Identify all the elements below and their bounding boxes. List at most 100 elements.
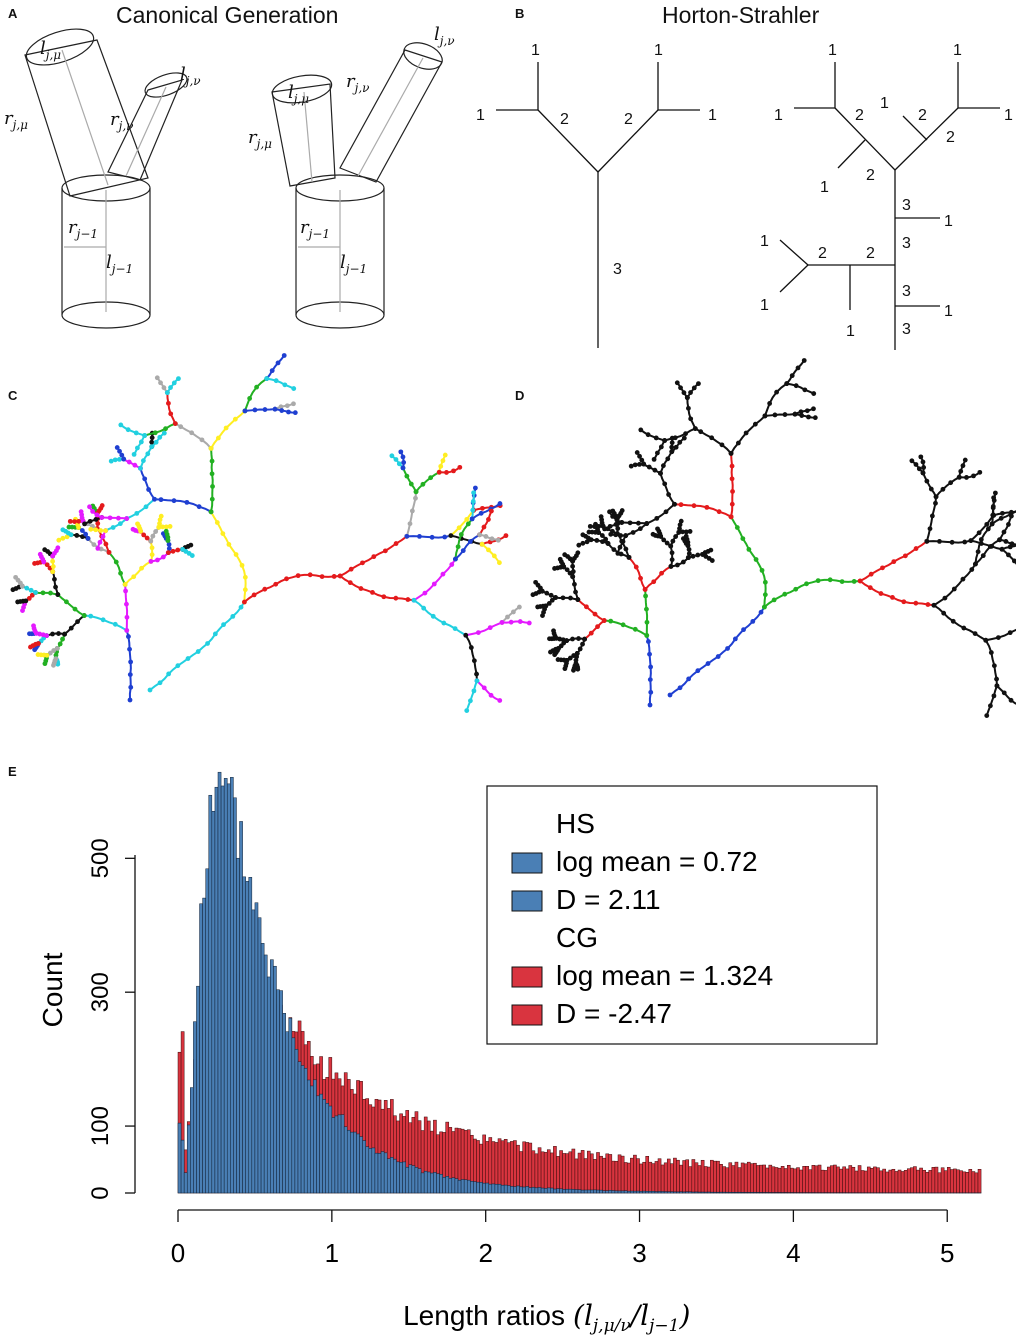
- dendrite-node: [997, 537, 1003, 543]
- cg-bar: [750, 1163, 754, 1194]
- cg-bar: [528, 1142, 533, 1194]
- dendrite-node: [208, 509, 214, 515]
- dendrite-node: [719, 442, 725, 448]
- dendrite-node: [471, 493, 477, 498]
- hs2-label: 1: [953, 42, 962, 59]
- dendrite-node: [176, 376, 181, 382]
- dendrite-node: [398, 449, 404, 455]
- hs-bar: [414, 1167, 419, 1194]
- dendrite-node: [916, 466, 922, 472]
- hs-bar: [196, 985, 200, 1194]
- dendrite-node: [564, 638, 570, 644]
- dendrite-segment: [34, 560, 44, 565]
- hs1-label: 3: [613, 261, 622, 278]
- dendrite-node: [565, 554, 571, 559]
- dendrite-node: [62, 631, 67, 637]
- cg-bar: [399, 1113, 403, 1194]
- hs-bar: [451, 1177, 456, 1194]
- dendrite-node: [709, 435, 715, 441]
- dendrite-node: [242, 408, 248, 414]
- dendrite-node: [35, 652, 41, 657]
- hs-bar: [473, 1181, 477, 1194]
- dendrite-node: [157, 517, 163, 523]
- dendrite-segment: [588, 531, 599, 534]
- dendrite-node: [669, 550, 675, 556]
- dendrite-node: [94, 526, 100, 532]
- dendrite-node: [543, 603, 549, 609]
- dendrite-node: [37, 551, 43, 557]
- hs2-label: 2: [866, 245, 875, 262]
- hs-bar: [223, 778, 228, 1194]
- hs-bar: [294, 1048, 299, 1194]
- cg-bar: [642, 1161, 646, 1194]
- cg-bar: [863, 1170, 868, 1194]
- dendrite-segment: [572, 663, 577, 671]
- dendrite-node: [499, 620, 505, 625]
- cg-bar: [482, 1134, 486, 1194]
- dendrite-node: [925, 602, 931, 607]
- dendrite-node: [168, 411, 174, 417]
- dendrite-node: [10, 587, 16, 593]
- cg-bar: [417, 1120, 422, 1194]
- dendrite-node: [251, 592, 257, 598]
- cg-bar: [420, 1130, 425, 1194]
- dendrite-node: [975, 549, 981, 555]
- dendrite-node: [614, 517, 620, 523]
- dendrite-segment: [12, 585, 23, 591]
- dendrite-node: [626, 554, 632, 560]
- cg-bar: [574, 1158, 579, 1194]
- dendrite-node: [700, 551, 706, 557]
- dendrite-node: [668, 564, 674, 569]
- dendrite-segment: [575, 663, 579, 670]
- dendrite-node: [685, 555, 691, 561]
- dendrite-node: [994, 683, 1000, 689]
- hs-bar: [426, 1171, 431, 1194]
- dendrite-node: [571, 665, 577, 671]
- dendrite-segment: [1001, 548, 1016, 565]
- dendrite-segment: [166, 392, 177, 425]
- hs-bar: [737, 1191, 742, 1194]
- dendrite-node: [148, 559, 154, 564]
- dendrite-node: [413, 495, 418, 501]
- cg-bar: [848, 1165, 853, 1194]
- dendrite-node: [254, 384, 259, 390]
- dendrite-node: [68, 532, 74, 538]
- dendrite-node: [658, 470, 663, 476]
- dendrite-segment: [571, 576, 579, 600]
- dendrite-node: [124, 516, 130, 521]
- dendrite-node: [91, 506, 97, 511]
- cg-bar: [660, 1164, 665, 1194]
- dendrite-node: [704, 504, 710, 510]
- dendrite-node: [541, 609, 546, 615]
- dendrite-node: [94, 510, 100, 516]
- dendrite-node: [469, 516, 475, 522]
- dendrite-node: [614, 531, 620, 537]
- dendrite-node: [35, 560, 41, 566]
- hs-bar: [266, 976, 271, 1194]
- dendrite-node: [933, 494, 939, 500]
- dendrite-node: [209, 471, 215, 477]
- dendrite-node: [50, 564, 56, 569]
- dendrite-node: [54, 657, 60, 663]
- dendrite-node: [680, 529, 685, 535]
- dendrite-node: [108, 458, 114, 464]
- dendrite-node: [533, 591, 539, 596]
- dendrite-node: [155, 557, 160, 563]
- dendrite-node: [595, 527, 600, 533]
- dendrite-segment: [88, 506, 103, 519]
- hs-bar: [282, 1013, 286, 1194]
- legend-entry: CG: [556, 922, 598, 953]
- cg-bar: [273, 1004, 277, 1194]
- dendrite-node: [669, 440, 675, 446]
- dendrite-node: [50, 553, 56, 559]
- dendrite-node: [471, 658, 477, 664]
- dendrite-node: [75, 522, 80, 528]
- dendrite-node: [95, 545, 101, 551]
- dendrite-node: [472, 485, 478, 491]
- dendrite-segment: [640, 429, 665, 442]
- dendrite-node: [570, 558, 576, 564]
- dendrite-node: [428, 475, 434, 481]
- cg-bar: [393, 1115, 397, 1194]
- dendrite-node: [628, 463, 634, 469]
- dendrite-node: [79, 528, 85, 533]
